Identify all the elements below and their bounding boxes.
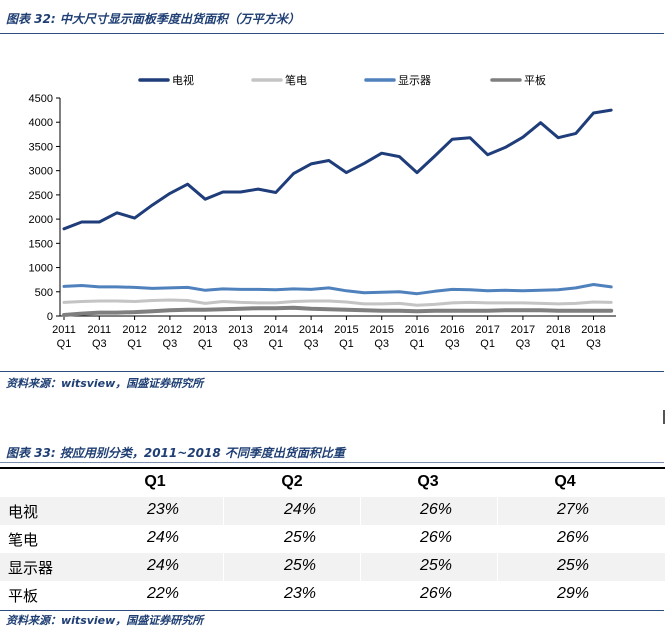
x-tick-quarter-label: Q3 <box>586 338 601 350</box>
table-row: 平板 22% 23% 26% 29% <box>0 581 665 609</box>
table-cell: 24% <box>283 501 317 518</box>
column-separator <box>223 497 224 525</box>
row-label-monitor: 显示器 <box>8 559 54 577</box>
column-header-q2: Q2 <box>281 473 303 490</box>
x-tick-year-label: 2016 <box>405 324 429 336</box>
y-tick-label: 0 <box>47 311 53 323</box>
table-cell: 26% <box>556 529 590 546</box>
table-cell: 22% <box>146 585 180 602</box>
legend-label: 电视 <box>172 73 194 87</box>
table-cell: 23% <box>146 501 180 518</box>
x-tick-quarter-label: Q3 <box>516 338 531 350</box>
x-tick-year-label: 2012 <box>122 324 146 336</box>
x-tick-quarter-label: Q1 <box>551 338 566 350</box>
title-divider <box>0 33 664 34</box>
figure-32-source: 资料来源：witsview，国盛证券研究所 <box>6 377 204 390</box>
x-tick-quarter-label: Q3 <box>445 338 460 350</box>
x-tick-year-label: 2014 <box>264 324 288 336</box>
chart-legend: 电视 笔电 显示器 平板 <box>138 73 546 87</box>
table-cell: 29% <box>556 585 590 602</box>
y-tick-label: 500 <box>35 287 53 299</box>
legend-label: 显示器 <box>398 74 431 87</box>
y-tick-label: 4500 <box>29 93 53 105</box>
x-tick-quarter-label: Q1 <box>268 338 283 350</box>
x-tick-year-label: 2012 <box>158 324 182 336</box>
column-separator <box>360 497 361 525</box>
y-tick-label: 3500 <box>29 141 53 153</box>
series-line <box>62 283 613 296</box>
x-tick-quarter-label: Q1 <box>198 338 213 350</box>
y-tick-label: 2500 <box>29 190 53 202</box>
series-line <box>62 305 614 317</box>
table-cell: 27% <box>556 501 590 518</box>
column-header-q4: Q4 <box>554 473 576 490</box>
x-tick-quarter-label: Q1 <box>339 338 354 350</box>
table-cell: 26% <box>419 529 453 546</box>
x-tick-year-label: 2016 <box>440 324 464 336</box>
table-cell: 23% <box>283 585 317 602</box>
figure-33-source: 资料来源：witsview，国盛证券研究所 <box>6 614 204 627</box>
x-tick-quarter-label: Q1 <box>127 338 142 350</box>
source-divider <box>0 371 664 372</box>
x-tick-year-label: 2017 <box>475 324 499 336</box>
table-cell: 25% <box>556 557 590 574</box>
x-axis: 2011 Q1 2011 Q3 2012 Q1 2012 Q3 2013 Q1 2013 Q3 2014… <box>52 315 616 350</box>
x-tick-year-label: 2017 <box>511 324 535 336</box>
y-tick-label: 4000 <box>29 117 53 129</box>
row-label-tablet: 平板 <box>8 587 39 605</box>
table-row: 电视 23% 24% 26% 27% <box>0 497 665 525</box>
table-row: 显示器 24% 25% 25% 25% <box>0 553 665 581</box>
x-tick-year-label: 2013 <box>228 324 252 336</box>
x-tick-quarter-label: Q1 <box>410 338 425 350</box>
x-tick-quarter-label: Q1 <box>480 338 495 350</box>
x-tick-year-label: 2015 <box>334 324 358 336</box>
share-table-header: Q1 Q2 Q3 Q4 <box>0 467 665 498</box>
y-axis: 0 500 1000 1500 2000 2500 3000 3500 4000 4500 <box>29 93 61 323</box>
panel-area-line-chart: 电视 笔电 显示器 平板 0 500 1000 1500 2000 2500 3000 3500 40… <box>29 73 616 350</box>
row-label-tv: 电视 <box>8 503 39 521</box>
column-separator <box>497 497 498 525</box>
scroll-edge-mark <box>663 410 665 424</box>
table-cell: 26% <box>419 501 453 518</box>
table-cell: 25% <box>283 529 317 546</box>
series-line <box>62 298 613 307</box>
x-tick-year-label: 2018 <box>546 324 570 336</box>
table-cell: 24% <box>146 529 180 546</box>
x-tick-quarter-label: Q3 <box>304 338 319 350</box>
column-separator <box>223 553 224 581</box>
table-row: 笔电 24% 25% 26% 26% <box>0 525 665 553</box>
x-tick-year-label: 2018 <box>581 324 605 336</box>
table-cell: 25% <box>419 557 453 574</box>
x-tick-quarter-label: Q3 <box>163 338 178 350</box>
figure-33-title: 图表 33: 按应用别分类，2011~2018 不同季度出货面积比重 <box>6 446 345 460</box>
x-tick-quarter-label: Q3 <box>92 338 107 350</box>
x-tick-year-label: 2014 <box>299 324 323 336</box>
legend-label: 笔电 <box>285 73 307 87</box>
table-cell: 25% <box>283 557 317 574</box>
figure-32-title: 图表 32: 中大尺寸显示面板季度出货面积（万平方米） <box>6 12 300 26</box>
title-divider-2 <box>0 462 664 463</box>
y-tick-label: 1500 <box>29 238 53 250</box>
y-tick-label: 1000 <box>29 263 53 275</box>
y-tick-label: 3000 <box>29 166 53 178</box>
column-header-q1: Q1 <box>144 473 166 490</box>
row-label-notebook: 笔电 <box>8 531 39 549</box>
legend-label: 平板 <box>524 73 546 87</box>
x-tick-quarter-label: Q1 <box>57 338 72 350</box>
x-tick-quarter-label: Q3 <box>233 338 248 350</box>
y-tick-label: 2000 <box>29 214 53 226</box>
x-tick-year-label: 2011 <box>52 324 76 336</box>
table-cell: 24% <box>146 557 180 574</box>
column-separator <box>360 553 361 581</box>
table-bottom-divider <box>0 610 664 611</box>
plot-area <box>62 108 614 317</box>
column-header-q3: Q3 <box>417 473 439 490</box>
x-tick-quarter-label: Q3 <box>374 338 389 350</box>
x-tick-year-label: 2011 <box>87 324 111 336</box>
series-line <box>62 108 613 231</box>
x-tick-year-label: 2013 <box>193 324 217 336</box>
column-separator <box>497 553 498 581</box>
table-cell: 26% <box>419 585 453 602</box>
x-tick-year-label: 2015 <box>369 324 393 336</box>
